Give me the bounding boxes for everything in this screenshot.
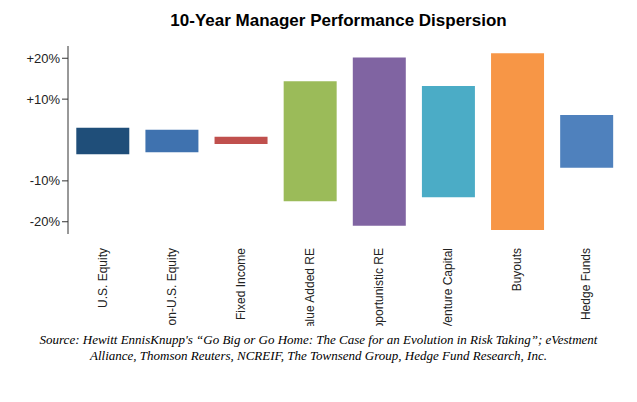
svg-text:Value Added RE: Value Added RE — [303, 248, 317, 326]
svg-text:+20%: +20% — [26, 51, 60, 66]
svg-text:Buyouts: Buyouts — [510, 248, 524, 291]
svg-text:Fixed Income: Fixed Income — [234, 248, 248, 320]
svg-text:-20%: -20% — [30, 214, 61, 229]
svg-text:+10%: +10% — [26, 92, 60, 107]
svg-text:Opportunistic RE: Opportunistic RE — [372, 248, 386, 326]
html-text:Source: Hewitt EnnisKnupp's “G: Source: Hewitt EnnisKnupp's “Go Big or G… — [39, 332, 598, 363]
svg-text:Venture Capital: Venture Capital — [441, 248, 455, 326]
svg-text:Hedge Funds: Hedge Funds — [579, 248, 593, 320]
html-text:10-Year Manager Performance Di: 10-Year Manager Performance Dispersion — [170, 11, 507, 30]
svg-text:Non-U.S. Equity: Non-U.S. Equity — [165, 248, 179, 326]
svg-text:-10%: -10% — [30, 173, 61, 188]
svg-text:U.S. Equity: U.S. Equity — [96, 248, 110, 308]
